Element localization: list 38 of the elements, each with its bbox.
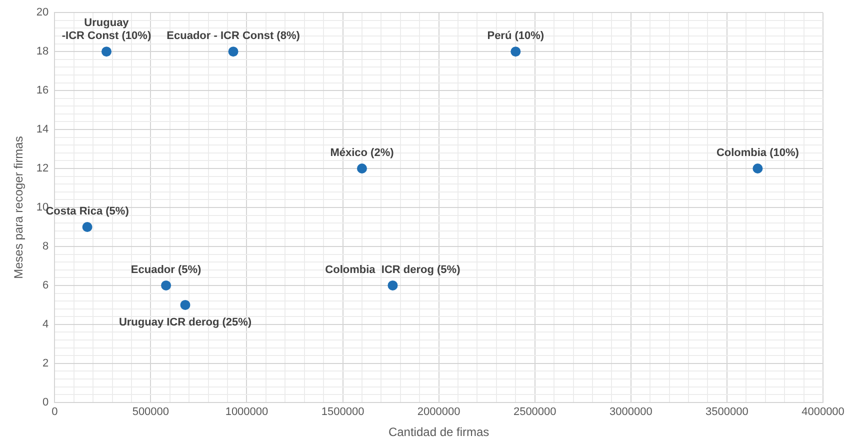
annotation: Colombia (10%) (716, 147, 800, 160)
y-tick-label: 12 (36, 162, 49, 175)
y-tick-label: 18 (36, 46, 49, 58)
x-tick-label: 2500000 (513, 406, 556, 418)
point (180, 300, 190, 310)
y-tick-label: 14 (36, 124, 49, 136)
x-tick-label: 1000000 (225, 406, 268, 418)
point (82, 222, 92, 232)
annotation: Colombia ICR derog (5%) (325, 264, 461, 276)
y-tick-label: 2 (42, 357, 49, 370)
annotation: Ecuador - ICR Const (8%) (166, 30, 300, 42)
x-tick-label: 1500000 (321, 406, 364, 418)
y-tick-label: 0 (42, 396, 49, 408)
x-tick-label: 3500000 (706, 406, 748, 418)
y-axis-title: Meses para recoger firmas (12, 136, 26, 279)
point (228, 46, 238, 57)
x-tick-label: 3000000 (609, 406, 652, 418)
annotation: Uruguay ICR derog (25%) (118, 316, 252, 328)
y-tick-label: 6 (42, 279, 49, 292)
point (752, 164, 763, 174)
point (388, 280, 398, 290)
x-axis-title: Cantidad de firmas (388, 425, 490, 440)
annotation: Perú (10%) (487, 30, 544, 42)
annotation: Uruguay -ICR Const (10%) (62, 17, 152, 42)
y-tick-label: 16 (36, 84, 49, 97)
annotation: México (2%) (330, 147, 394, 160)
y-tick-label: 4 (42, 318, 49, 330)
point (161, 280, 172, 290)
annotation: Ecuador (5%) (130, 264, 202, 276)
point (510, 46, 521, 57)
x-tick-label: 0 (52, 406, 58, 418)
point (356, 164, 367, 174)
y-tick-label: 20 (36, 6, 49, 19)
x-tick-label: 4000000 (802, 406, 844, 418)
x-tick-label: 2000000 (417, 406, 460, 418)
point (102, 46, 112, 57)
x-tick-label: 500000 (132, 406, 170, 418)
y-tick-label: 8 (42, 240, 49, 253)
